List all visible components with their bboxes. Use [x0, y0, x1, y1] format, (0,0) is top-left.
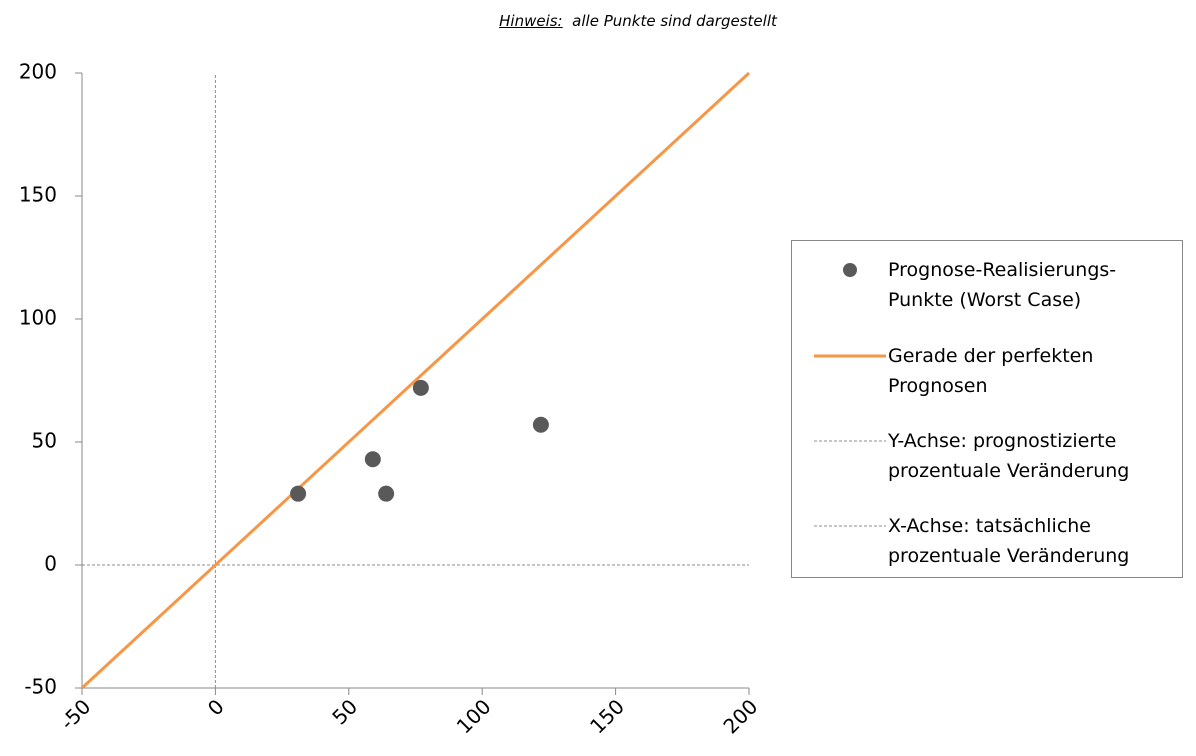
y-tick-label: 100 [19, 306, 57, 330]
legend-symbol [814, 440, 886, 442]
title-prefix: Hinweis: [499, 12, 563, 30]
scatter-point [378, 485, 395, 502]
y-tick-label: 200 [19, 60, 57, 84]
x-tick-label: -50 [55, 694, 95, 734]
legend-entry: Gerade der perfekten Prognosen [792, 341, 1182, 405]
legend-symbol [814, 525, 886, 527]
x-tick-label: 150 [585, 694, 629, 738]
y-tick-label: 0 [44, 552, 57, 576]
legend-entry: X-Achse: tatsächliche prozentuale Veränd… [792, 511, 1182, 575]
chart-title: Hinweis: alle Punkte sind dargestellt [0, 12, 1196, 30]
y-tick-label: 50 [32, 429, 57, 453]
scatter-point [412, 379, 429, 396]
scatter-point [532, 416, 549, 433]
legend-entry: Prognose-Realisierungs-Punkte (Worst Cas… [792, 255, 1182, 319]
x-tick-label: 100 [452, 694, 496, 738]
perfect-line [80, 71, 751, 690]
scatter-point [364, 451, 381, 468]
legend-label: Gerade der perfekten Prognosen [888, 345, 1094, 397]
legend: Prognose-Realisierungs-Punkte (Worst Cas… [791, 240, 1183, 578]
x-tick-label: 200 [718, 694, 762, 738]
title-text: alle Punkte sind dargestellt [572, 12, 777, 30]
x-tick-label: 0 [203, 694, 229, 720]
scatter-point [290, 485, 307, 502]
y-tick-label: -50 [24, 675, 57, 699]
legend-symbol [814, 354, 886, 358]
legend-label: Prognose-Realisierungs-Punkte (Worst Cas… [888, 259, 1117, 311]
x-tick-label: 50 [327, 694, 362, 729]
legend-marker [843, 263, 857, 277]
legend-label: X-Achse: tatsächliche prozentuale Veränd… [888, 515, 1130, 567]
y-tick-label: 150 [19, 183, 57, 207]
legend-label: Y-Achse: prognostizierte prozentuale Ver… [888, 430, 1130, 482]
legend-entry: Y-Achse: prognostizierte prozentuale Ver… [792, 426, 1182, 490]
legend-symbol [843, 263, 857, 277]
